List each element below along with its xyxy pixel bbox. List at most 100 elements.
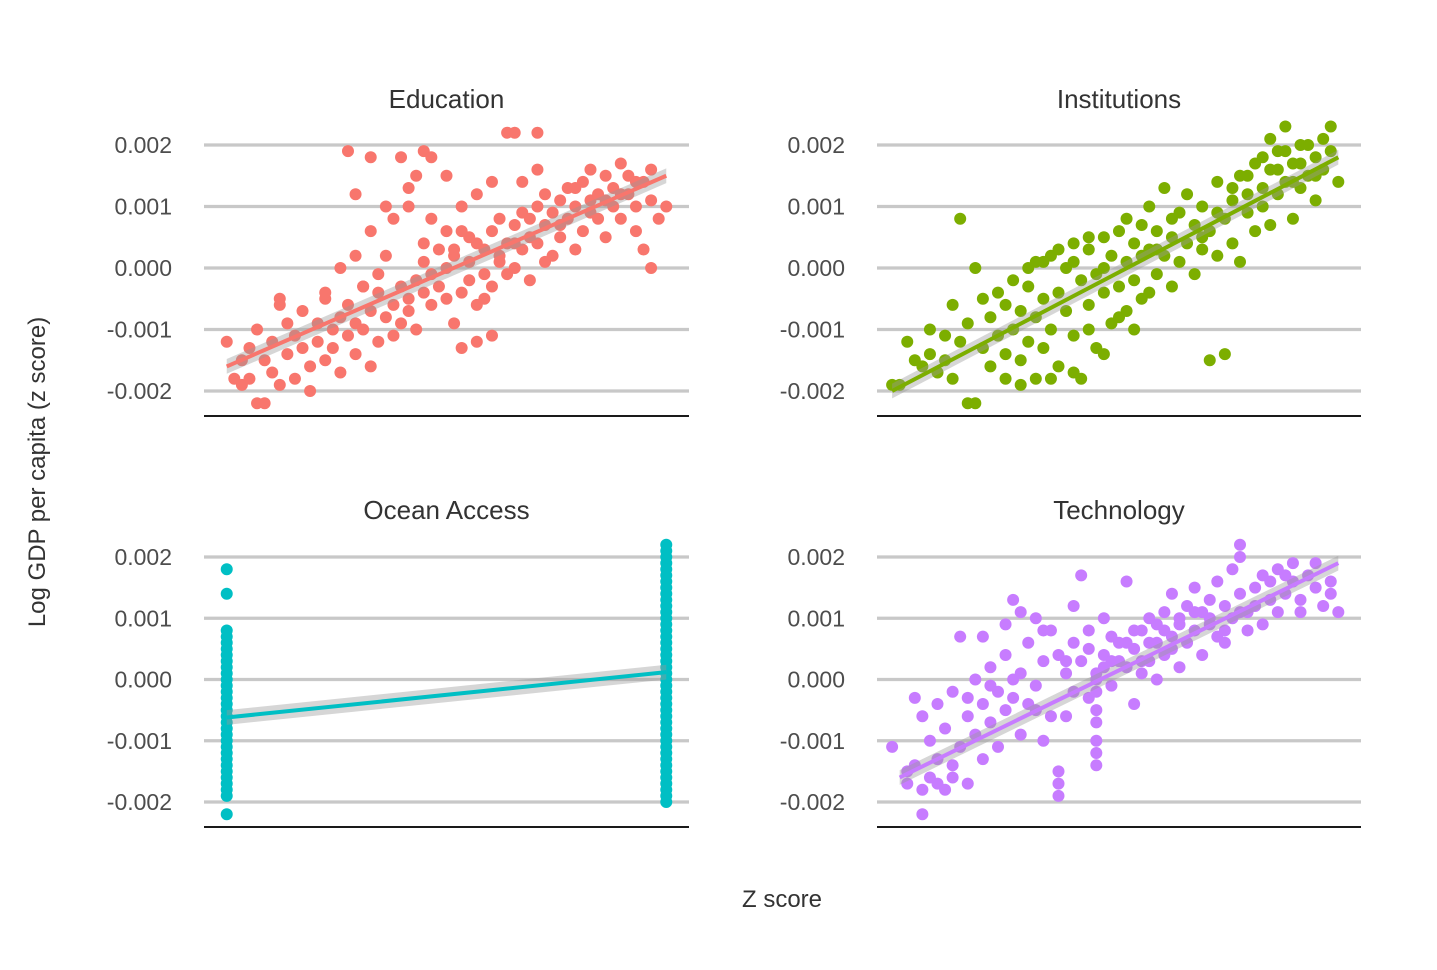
data-point (432, 243, 445, 256)
data-point (916, 360, 929, 373)
y-tick-label: 0.002 (787, 544, 845, 570)
data-point (304, 360, 317, 373)
y-tick-label: -0.001 (780, 317, 845, 343)
data-point (425, 212, 438, 225)
data-point (1181, 237, 1194, 250)
y-tick-label: 0.002 (114, 132, 172, 158)
data-point (569, 243, 582, 256)
data-point (1173, 612, 1186, 625)
data-point (931, 698, 944, 710)
data-point (402, 305, 415, 318)
data-point (1007, 593, 1020, 606)
y-tick-label: 0.002 (114, 544, 172, 570)
data-point (1188, 218, 1201, 231)
data-point (1090, 734, 1103, 747)
panel-institutions: Institutions 0.002 0.001 0.000 -0.001 -0.002 (780, 84, 1361, 417)
data-point (1044, 323, 1057, 336)
data-point (1060, 305, 1073, 318)
data-point (1271, 163, 1284, 176)
data-point (976, 753, 989, 766)
data-point (1173, 255, 1186, 268)
data-point (1226, 237, 1239, 250)
data-point (1067, 636, 1080, 649)
data-point (969, 262, 982, 274)
data-point (485, 280, 498, 293)
y-tick-label: 0.000 (787, 667, 845, 693)
data-point (402, 200, 415, 213)
data-point (1249, 225, 1262, 238)
data-point (946, 372, 959, 385)
data-point (1234, 587, 1246, 600)
data-point (1105, 249, 1118, 262)
data-point (961, 777, 974, 790)
data-point (1007, 274, 1020, 287)
data-point (1052, 243, 1065, 256)
data-point (946, 298, 959, 311)
data-point (1264, 218, 1277, 231)
data-point (946, 771, 959, 784)
data-point (1165, 212, 1178, 225)
data-point (395, 151, 408, 164)
data-point (1037, 341, 1050, 354)
data-point (1097, 348, 1110, 361)
data-point (645, 163, 658, 176)
panel-ocean-access: Ocean Access 0.002 0.001 0.000 -0.001 -0.002 (107, 495, 689, 828)
data-point (1090, 685, 1103, 698)
data-point (660, 796, 673, 808)
data-point (455, 200, 468, 213)
data-point (1044, 710, 1057, 723)
data-point (999, 704, 1012, 717)
data-point (629, 225, 642, 238)
data-point (326, 341, 339, 354)
data-point (1097, 262, 1110, 274)
data-point (1090, 716, 1103, 729)
data-point (1105, 655, 1118, 668)
data-point (1113, 280, 1125, 293)
data-point (886, 740, 899, 753)
data-point (1082, 323, 1095, 336)
data-point (629, 200, 642, 213)
regression-line (226, 670, 667, 720)
data-point (1264, 132, 1277, 145)
data-point (992, 740, 1004, 753)
data-point (531, 163, 544, 176)
data-point (448, 243, 461, 256)
data-point (387, 298, 400, 311)
data-point (1029, 679, 1042, 692)
data-point (946, 685, 959, 698)
data-point (349, 188, 362, 201)
data-point (478, 268, 491, 281)
data-point (1022, 262, 1035, 274)
data-point (281, 348, 294, 361)
data-point (1286, 212, 1299, 225)
data-point (334, 366, 347, 379)
data-point (417, 237, 430, 250)
data-point (1029, 372, 1042, 385)
data-point (364, 151, 377, 164)
data-point (1067, 366, 1080, 379)
data-point (251, 323, 264, 336)
data-point (1014, 378, 1027, 391)
data-point (1256, 151, 1269, 164)
data-point (1143, 636, 1156, 649)
data-point (1143, 200, 1156, 213)
data-point (916, 783, 929, 796)
x-axis-title: Z score (742, 886, 822, 913)
data-point (1135, 218, 1148, 231)
data-point (1060, 710, 1073, 723)
data-point (946, 759, 959, 772)
data-point (1256, 618, 1269, 631)
data-point (1286, 557, 1299, 570)
data-point (1128, 237, 1141, 250)
data-point (523, 212, 536, 225)
data-point (440, 169, 453, 182)
panel-title: Institutions (1057, 84, 1181, 114)
y-tick-label: -0.001 (780, 728, 845, 754)
y-tick-label: 0.000 (114, 667, 172, 693)
data-point (539, 188, 552, 201)
data-point (645, 262, 658, 274)
data-point (1294, 593, 1307, 606)
data-point (1044, 372, 1057, 385)
data-point (1218, 636, 1231, 649)
data-point (1324, 120, 1337, 133)
